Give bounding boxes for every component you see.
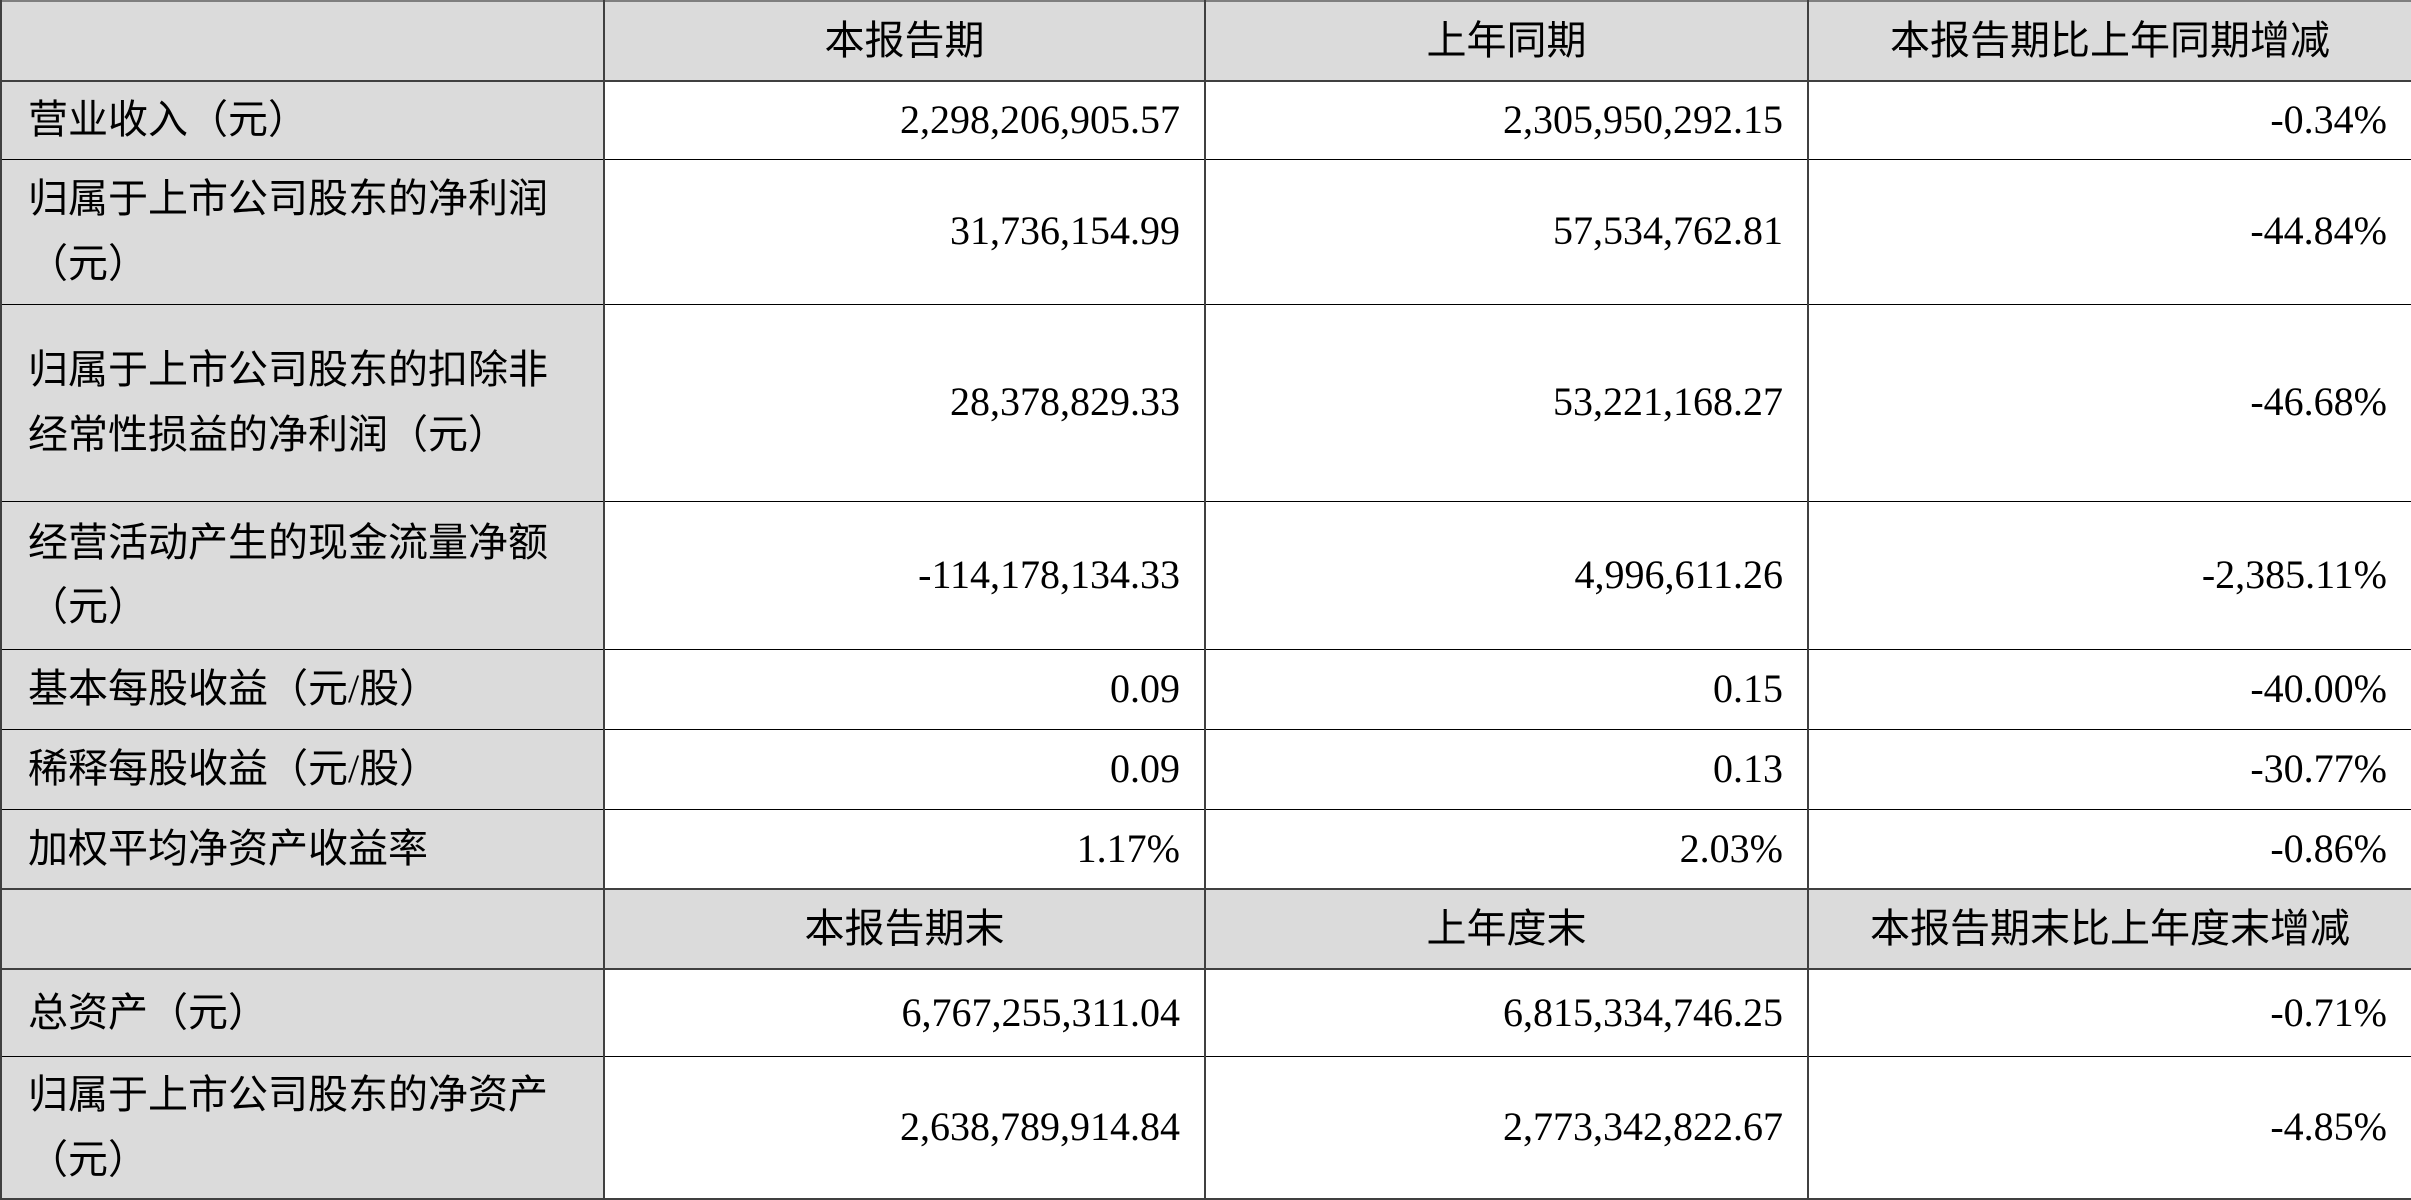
row-label: 基本每股收益（元/股） [0, 648, 605, 730]
current-period-value: 0.09 [603, 648, 1206, 730]
table-row-diluted-eps: 稀释每股收益（元/股） 0.09 0.13 -30.77% [0, 728, 2411, 810]
table-row-operating-cash-flow: 经营活动产生的现金流量净额（元） -114,178,134.33 4,996,6… [0, 500, 2411, 650]
table-row-net-profit: 归属于上市公司股东的净利润（元） 31,736,154.99 57,534,76… [0, 158, 2411, 305]
col-header-period-end-change: 本报告期末比上年度末增减 [1807, 888, 2411, 971]
table-row-basic-eps: 基本每股收益（元/股） 0.09 0.15 -40.00% [0, 648, 2411, 730]
prior-period-value: 57,534,762.81 [1204, 158, 1809, 305]
change-value: -44.84% [1807, 158, 2411, 305]
current-period-value: 0.09 [603, 728, 1206, 810]
current-period-value: -114,178,134.33 [603, 500, 1206, 650]
current-period-value: 28,378,829.33 [603, 303, 1206, 502]
prior-period-value: 2,305,950,292.15 [1204, 80, 1809, 160]
current-period-value: 6,767,255,311.04 [603, 968, 1206, 1057]
row-label: 营业收入（元） [0, 80, 605, 160]
prior-period-value: 0.15 [1204, 648, 1809, 730]
prior-period-value: 2,773,342,822.67 [1204, 1055, 1809, 1200]
row-label: 总资产（元） [0, 968, 605, 1057]
change-value: -0.86% [1807, 808, 2411, 890]
change-value: -30.77% [1807, 728, 2411, 810]
current-period-value: 2,638,789,914.84 [603, 1055, 1206, 1200]
table-header-row-period: 本报告期 上年同期 本报告期比上年同期增减 [0, 1, 2411, 82]
change-value: -4.85% [1807, 1055, 2411, 1200]
col-header-current-period-end: 本报告期末 [603, 888, 1206, 971]
row-label: 经营活动产生的现金流量净额（元） [0, 500, 605, 650]
col-header-current-period: 本报告期 [603, 1, 1206, 82]
change-value: -40.00% [1807, 648, 2411, 730]
prior-period-value: 2.03% [1204, 808, 1809, 890]
prior-period-value: 6,815,334,746.25 [1204, 968, 1809, 1057]
current-period-value: 2,298,206,905.57 [603, 80, 1206, 160]
prior-period-value: 0.13 [1204, 728, 1809, 810]
table-row-net-profit-excl-nonrecurring: 归属于上市公司股东的扣除非经常性损益的净利润（元） 28,378,829.33 … [0, 303, 2411, 502]
row-label: 归属于上市公司股东的净利润（元） [0, 158, 605, 305]
table-row-operating-revenue: 营业收入（元） 2,298,206,905.57 2,305,950,292.1… [0, 80, 2411, 160]
row-label: 稀释每股收益（元/股） [0, 728, 605, 810]
row-label: 归属于上市公司股东的扣除非经常性损益的净利润（元） [0, 303, 605, 502]
prior-period-value: 4,996,611.26 [1204, 500, 1809, 650]
col-header-prior-year-end: 上年度末 [1204, 888, 1809, 971]
table-row-weighted-avg-roe: 加权平均净资产收益率 1.17% 2.03% -0.86% [0, 808, 2411, 890]
table-row-total-assets: 总资产（元） 6,767,255,311.04 6,815,334,746.25… [0, 968, 2411, 1057]
change-value: -0.34% [1807, 80, 2411, 160]
change-value: -2,385.11% [1807, 500, 2411, 650]
current-period-value: 1.17% [603, 808, 1206, 890]
row-label: 归属于上市公司股东的净资产（元） [0, 1055, 605, 1200]
table-row-net-assets: 归属于上市公司股东的净资产（元） 2,638,789,914.84 2,773,… [0, 1055, 2411, 1200]
change-value: -0.71% [1807, 968, 2411, 1057]
table-header-row-period-end: 本报告期末 上年度末 本报告期末比上年度末增减 [0, 888, 2411, 971]
current-period-value: 31,736,154.99 [603, 158, 1206, 305]
prior-period-value: 53,221,168.27 [1204, 303, 1809, 502]
corner-cell [0, 888, 605, 971]
row-label: 加权平均净资产收益率 [0, 808, 605, 890]
col-header-period-change: 本报告期比上年同期增减 [1807, 1, 2411, 82]
change-value: -46.68% [1807, 303, 2411, 502]
col-header-prior-period: 上年同期 [1204, 1, 1809, 82]
corner-cell [0, 1, 605, 82]
